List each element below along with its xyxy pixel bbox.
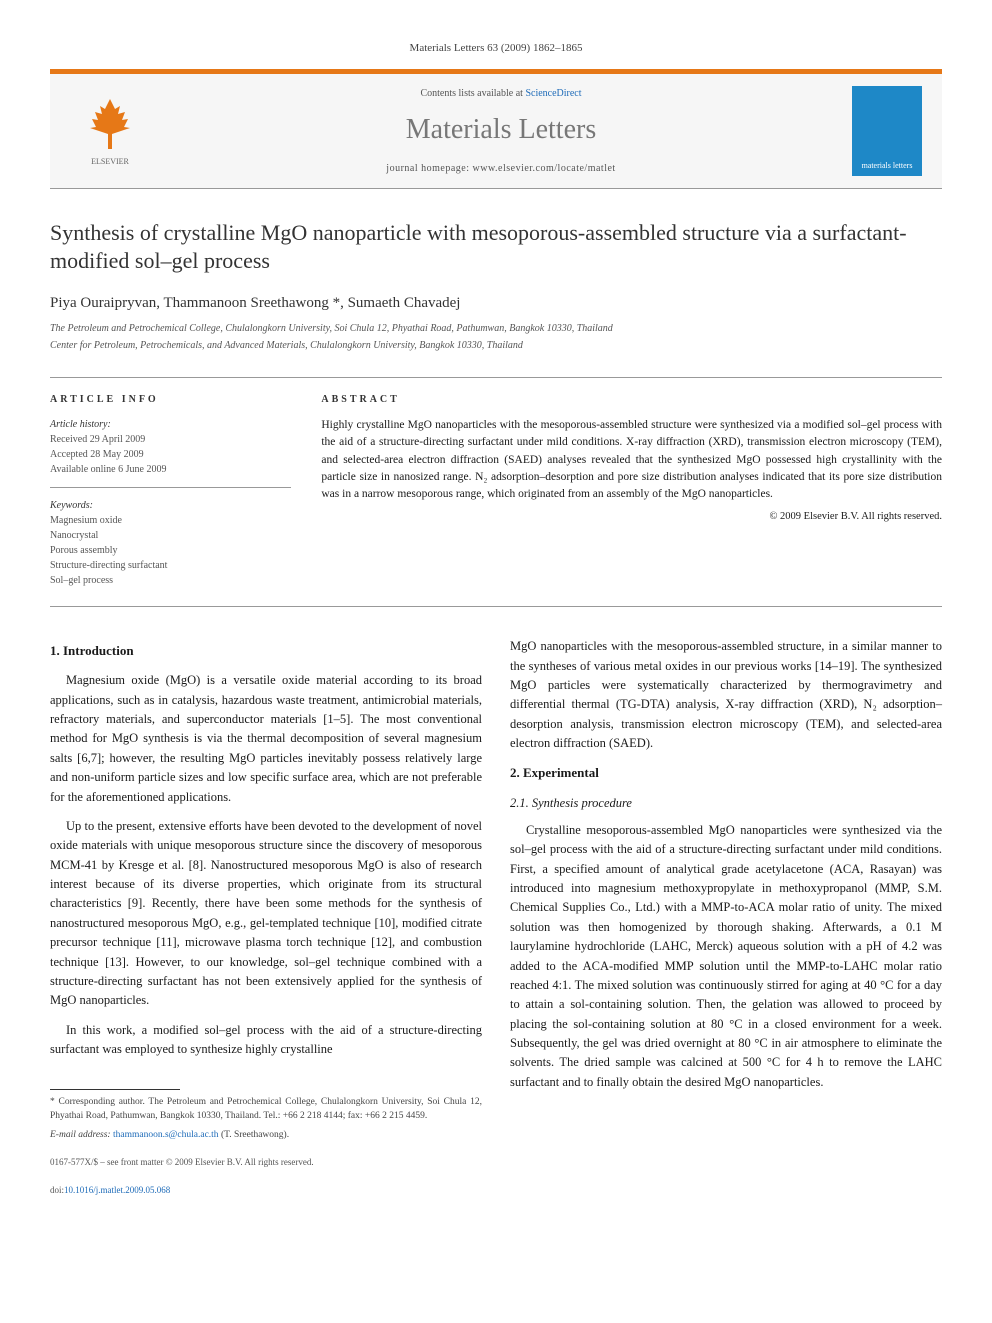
history-online: Available online 6 June 2009: [50, 462, 291, 477]
section-2-head: 2. Experimental: [510, 763, 942, 783]
front-matter-line: 0167-577X/$ – see front matter © 2009 El…: [50, 1156, 482, 1170]
intro-paragraph-1: Magnesium oxide (MgO) is a versatile oxi…: [50, 671, 482, 807]
section-1-head: 1. Introduction: [50, 641, 482, 661]
intro-paragraph-3-cont: MgO nanoparticles with the mesoporous-as…: [510, 637, 942, 753]
article-title: Synthesis of crystalline MgO nanoparticl…: [50, 219, 942, 276]
author-list: Piya Ouraipryvan, Thammanoon Sreethawong…: [50, 292, 942, 315]
abstract-head: ABSTRACT: [321, 392, 942, 407]
body-columns: 1. Introduction Magnesium oxide (MgO) is…: [50, 637, 942, 1198]
section-2-1-head: 2.1. Synthesis procedure: [510, 794, 942, 813]
journal-header: ELSEVIER Contents lists available at Sci…: [50, 69, 942, 189]
article-info-block: ARTICLE INFO Article history: Received 2…: [50, 392, 291, 588]
affiliation-1: The Petroleum and Petrochemical College,…: [50, 322, 942, 336]
doi-link[interactable]: 10.1016/j.matlet.2009.05.068: [64, 1185, 170, 1195]
email-footnote: E-mail address: thammanoon.s@chula.ac.th…: [50, 1129, 482, 1142]
abstract-body: Highly crystalline MgO nanoparticles wit…: [321, 417, 942, 503]
homepage-url[interactable]: www.elsevier.com/locate/matlet: [473, 163, 616, 174]
keywords-label: Keywords:: [50, 498, 291, 513]
publisher-logo: ELSEVIER: [70, 91, 150, 171]
corresponding-author-footnote: * Corresponding author. The Petroleum an…: [50, 1096, 482, 1123]
keyword-1: Magnesium oxide: [50, 513, 291, 528]
homepage-label: journal homepage:: [386, 163, 472, 174]
synthesis-paragraph-1: Crystalline mesoporous-assembled MgO nan…: [510, 821, 942, 1092]
contents-available-line: Contents lists available at ScienceDirec…: [150, 86, 852, 101]
contents-pre: Contents lists available at: [420, 88, 525, 99]
metadata-row: ARTICLE INFO Article history: Received 2…: [50, 377, 942, 607]
history-accepted: Accepted 28 May 2009: [50, 447, 291, 462]
elsevier-tree-icon: [80, 94, 140, 154]
abstract-block: ABSTRACT Highly crystalline MgO nanopart…: [321, 392, 942, 588]
left-column: 1. Introduction Magnesium oxide (MgO) is…: [50, 637, 482, 1198]
article-info-head: ARTICLE INFO: [50, 392, 291, 407]
journal-cover-thumbnail: materials letters: [852, 86, 922, 176]
keyword-5: Sol–gel process: [50, 573, 291, 588]
keyword-2: Nanocrystal: [50, 528, 291, 543]
history-received: Received 29 April 2009: [50, 432, 291, 447]
journal-homepage-line: journal homepage: www.elsevier.com/locat…: [150, 161, 852, 176]
sciencedirect-link[interactable]: ScienceDirect: [525, 88, 581, 99]
email-label: E-mail address:: [50, 1130, 113, 1140]
publisher-name: ELSEVIER: [91, 156, 129, 168]
cover-label: materials letters: [862, 160, 913, 172]
keyword-4: Structure-directing surfactant: [50, 558, 291, 573]
history-label: Article history:: [50, 417, 291, 432]
citation-line: Materials Letters 63 (2009) 1862–1865: [50, 40, 942, 57]
intro-paragraph-3: In this work, a modified sol–gel process…: [50, 1021, 482, 1060]
affiliation-2: Center for Petroleum, Petrochemicals, an…: [50, 339, 942, 353]
abstract-copyright: © 2009 Elsevier B.V. All rights reserved…: [321, 509, 942, 525]
right-column: MgO nanoparticles with the mesoporous-as…: [510, 637, 942, 1198]
keyword-3: Porous assembly: [50, 543, 291, 558]
intro-paragraph-2: Up to the present, extensive efforts hav…: [50, 817, 482, 1011]
journal-name: Materials Letters: [150, 109, 852, 151]
footnote-rule: [50, 1089, 180, 1090]
doi-line: doi:10.1016/j.matlet.2009.05.068: [50, 1184, 482, 1198]
email-suffix: (T. Sreethawong).: [219, 1130, 290, 1140]
corresponding-email[interactable]: thammanoon.s@chula.ac.th: [113, 1130, 219, 1140]
header-center: Contents lists available at ScienceDirec…: [150, 86, 852, 176]
doi-label: doi:: [50, 1185, 64, 1195]
